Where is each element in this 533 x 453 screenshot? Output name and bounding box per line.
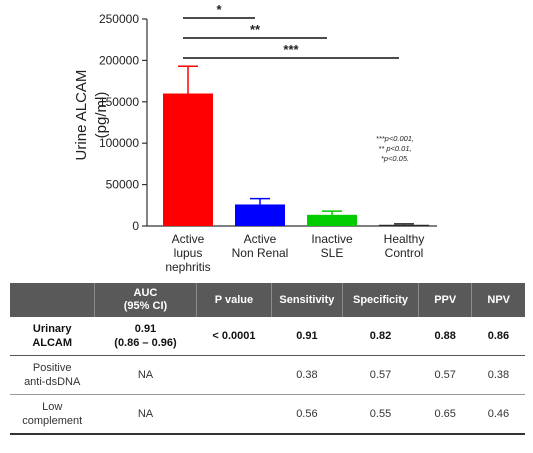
cell-specificity: 0.55 <box>342 394 419 435</box>
bar <box>307 214 357 226</box>
header-cell-ppv: PPV <box>418 283 473 317</box>
x-tick-label: lupus <box>174 246 203 260</box>
row-label: Low complement <box>10 394 95 435</box>
x-tick-label: nephritis <box>165 260 210 274</box>
bar <box>379 224 429 227</box>
significance-label: ** <box>250 22 261 37</box>
bars <box>163 65 429 227</box>
cell-specificity: 0.82 <box>342 317 419 356</box>
y-axis-title: Urine ALCAM <box>73 70 90 161</box>
row-label: Positive anti-dsDNA <box>10 355 95 395</box>
cell-auc: NA <box>94 355 197 395</box>
cell-auc: NA <box>94 394 197 435</box>
cell-npv: 0.86 <box>471 317 525 356</box>
header-cell-npv: NPV <box>471 283 525 317</box>
p-value-note: *p<0.05. <box>381 154 409 163</box>
cell-ppv: 0.88 <box>418 317 472 356</box>
x-tick-label: Control <box>385 246 424 260</box>
y-tick-label: 200000 <box>99 53 139 67</box>
x-tick-label: SLE <box>321 246 344 260</box>
x-tick-label: Healthy <box>384 232 425 246</box>
y-tick-label: 0 <box>132 219 139 233</box>
cell-p-value <box>196 394 272 435</box>
p-value-legend: ***p<0.001,** p<0.01,*p<0.05. <box>376 134 414 163</box>
cell-ppv: 0.57 <box>418 355 472 395</box>
bar <box>163 93 213 227</box>
table-row: Positive anti-dsDNA NA 0.38 0.57 0.57 0.… <box>10 355 525 395</box>
y-tick-label: 250000 <box>99 12 139 26</box>
row-label: Urinary ALCAM <box>10 317 95 356</box>
y-tick-label: 100000 <box>99 136 139 150</box>
bar <box>235 204 285 226</box>
table-header-row: AUC (95% CI) P value Sensitivity Specifi… <box>10 283 525 317</box>
y-tick-label: 50000 <box>106 178 140 192</box>
significance-label: * <box>216 2 222 17</box>
header-cell-blank <box>10 283 95 317</box>
cell-p-value <box>196 355 272 395</box>
cell-npv: 0.46 <box>471 394 525 435</box>
y-axis-label: Urine ALCAM (pg/ml) <box>73 70 110 161</box>
table-row: Low complement NA 0.56 0.55 0.65 0.46 <box>10 394 525 435</box>
cell-ppv: 0.65 <box>418 394 472 435</box>
header-cell-auc: AUC (95% CI) <box>94 283 198 317</box>
header-cell-specificity: Specificity <box>342 283 419 317</box>
p-value-note: ** p<0.01, <box>378 144 411 153</box>
significance-brackets: ****** <box>183 2 399 59</box>
x-tick-label: Non Renal <box>232 246 289 260</box>
x-tick-label: Active <box>244 232 277 246</box>
cell-npv: 0.38 <box>471 355 525 395</box>
p-value-note: ***p<0.001, <box>376 134 414 143</box>
header-cell-p-value: P value <box>196 283 272 317</box>
cell-auc: 0.91 (0.86 – 0.96) <box>94 317 197 356</box>
cell-p-value: < 0.0001 <box>196 317 272 356</box>
y-axis: 0 50000 100000 150000 200000 250000 <box>99 12 437 233</box>
cell-specificity: 0.57 <box>342 355 419 395</box>
significance-label: *** <box>283 42 299 57</box>
y-tick-label: 150000 <box>99 95 139 109</box>
cell-sensitivity: 0.56 <box>271 394 343 435</box>
y-axis-title: (pg/ml) <box>93 92 110 139</box>
table-row: Urinary ALCAM 0.91 (0.86 – 0.96) < 0.000… <box>10 317 525 356</box>
cell-sensitivity: 0.38 <box>271 355 343 395</box>
header-cell-sensitivity: Sensitivity <box>271 283 344 317</box>
x-tick-label: Active <box>172 232 205 246</box>
cell-sensitivity: 0.91 <box>271 317 343 356</box>
x-tick-label: Inactive <box>311 232 353 246</box>
diagnostic-performance-table: AUC (95% CI) P value Sensitivity Specifi… <box>10 283 525 435</box>
